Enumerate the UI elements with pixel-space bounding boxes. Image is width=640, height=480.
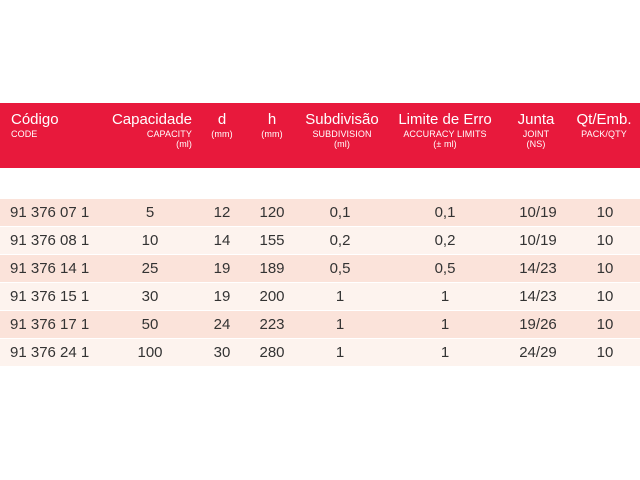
cell-h: 280	[259, 344, 285, 361]
header-accuracy-sub: ACCURACY LIMITS	[403, 128, 487, 139]
cell-h: 223	[259, 316, 285, 333]
header-subdivision-sub: SUBDIVISION	[312, 128, 372, 139]
header-joint-unit: (NS)	[526, 139, 546, 150]
table-header: Código CODE Capacidade CAPACITY (ml) d (…	[0, 103, 640, 168]
cell-code: 91 376 08 1	[10, 232, 90, 249]
header-pack-label: Qt/Emb.	[576, 111, 632, 128]
cell-joint: 14/23	[519, 260, 557, 277]
cell-d: 19	[213, 260, 231, 277]
cell-d: 14	[213, 232, 231, 249]
header-d: d (mm)	[204, 111, 240, 139]
cell-d: 24	[213, 316, 231, 333]
cell-h: 155	[259, 232, 285, 249]
cell-d: 12	[213, 204, 231, 221]
cell-code: 91 376 07 1	[10, 204, 90, 221]
cell-accuracy: 0,5	[434, 260, 456, 277]
cell-subdivision: 1	[335, 288, 345, 305]
cell-joint: 14/23	[519, 288, 557, 305]
cell-code: 91 376 14 1	[10, 260, 90, 277]
header-pack-sub: PACK/QTY	[581, 128, 627, 139]
header-h-label: h	[267, 111, 277, 128]
header-capacity-unit: (ml)	[176, 139, 192, 150]
cell-h: 189	[259, 260, 285, 277]
cell-pack: 10	[596, 260, 614, 277]
header-d-unit: (mm)	[211, 128, 233, 139]
header-subdivision-unit: (ml)	[334, 139, 350, 150]
header-code-label: Código	[11, 111, 59, 128]
cell-pack: 10	[596, 316, 614, 333]
header-subdivision: Subdivisão SUBDIVISION (ml)	[300, 111, 384, 150]
cell-subdivision: 0,2	[329, 232, 351, 249]
cell-joint: 10/19	[519, 232, 557, 249]
header-accuracy-unit: (± ml)	[433, 139, 457, 150]
header-capacity-label: Capacidade	[111, 111, 192, 128]
table-row: 91 376 24 1 100 30 280 1 1 24/29 10	[0, 339, 640, 366]
header-pack: Qt/Emb. PACK/QTY	[572, 111, 636, 139]
cell-joint: 24/29	[519, 344, 557, 361]
cell-d: 30	[213, 344, 231, 361]
row-divider	[0, 254, 640, 255]
header-joint-label: Junta	[517, 111, 555, 128]
cell-accuracy: 0,1	[434, 204, 456, 221]
cell-capacity: 30	[141, 288, 159, 305]
header-joint: Junta JOINT (NS)	[508, 111, 564, 150]
row-divider	[0, 226, 640, 227]
cell-capacity: 5	[145, 204, 155, 221]
cell-accuracy: 0,2	[434, 232, 456, 249]
cell-h: 200	[259, 288, 285, 305]
table-row: 91 376 14 1 25 19 189 0,5 0,5 14/23 10	[0, 255, 640, 282]
cell-subdivision: 0,1	[329, 204, 351, 221]
header-accuracy-label: Limite de Erro	[398, 111, 492, 128]
row-divider	[0, 338, 640, 339]
table-row: 91 376 15 1 30 19 200 1 1 14/23 10	[0, 283, 640, 310]
cell-h: 120	[259, 204, 285, 221]
header-capacity-sub: CAPACITY	[146, 128, 192, 139]
header-subdivision-label: Subdivisão	[305, 111, 379, 128]
header-joint-sub: JOINT	[522, 128, 550, 139]
cell-accuracy: 1	[440, 316, 450, 333]
cell-code: 91 376 17 1	[10, 316, 90, 333]
cell-accuracy: 1	[440, 344, 450, 361]
cell-pack: 10	[596, 344, 614, 361]
cell-capacity: 25	[141, 260, 159, 277]
cell-accuracy: 1	[440, 288, 450, 305]
cell-capacity: 50	[141, 316, 159, 333]
cell-subdivision: 0,5	[329, 260, 351, 277]
cell-subdivision: 1	[335, 344, 345, 361]
row-divider	[0, 310, 640, 311]
cell-pack: 10	[596, 288, 614, 305]
cell-joint: 19/26	[519, 316, 557, 333]
header-h: h (mm)	[254, 111, 290, 139]
header-accuracy: Limite de Erro ACCURACY LIMITS (± ml)	[392, 111, 498, 150]
cell-subdivision: 1	[335, 316, 345, 333]
cell-capacity: 100	[137, 344, 163, 361]
table-row: 91 376 08 1 10 14 155 0,2 0,2 10/19 10	[0, 227, 640, 254]
table-row: 91 376 07 1 5 12 120 0,1 0,1 10/19 10	[0, 199, 640, 226]
table-row: 91 376 17 1 50 24 223 1 1 19/26 10	[0, 311, 640, 338]
header-h-unit: (mm)	[261, 128, 283, 139]
header-d-label: d	[217, 111, 227, 128]
cell-capacity: 10	[141, 232, 159, 249]
cell-joint: 10/19	[519, 204, 557, 221]
header-code: Código CODE	[11, 111, 59, 139]
cell-d: 19	[213, 288, 231, 305]
cell-pack: 10	[596, 204, 614, 221]
header-code-sub: CODE	[11, 128, 38, 139]
cell-code: 91 376 15 1	[10, 288, 90, 305]
header-capacity: Capacidade CAPACITY (ml)	[104, 111, 192, 150]
cell-pack: 10	[596, 232, 614, 249]
row-divider	[0, 282, 640, 283]
cell-code: 91 376 24 1	[10, 344, 90, 361]
